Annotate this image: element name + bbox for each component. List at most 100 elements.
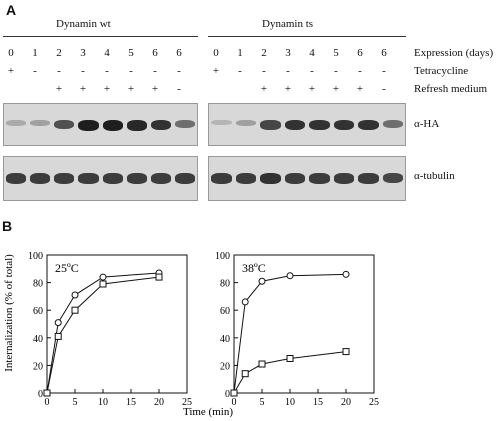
lane-refresh-cell: +	[151, 83, 159, 95]
x-tick-label: 10	[98, 397, 108, 408]
data-point-square	[241, 370, 249, 378]
y-tick-label: 40	[220, 334, 230, 345]
lane-refresh-cell: +	[103, 83, 111, 95]
blot-band	[309, 173, 330, 184]
x-tick-label: 15	[313, 397, 323, 408]
y-tick-label: 0	[225, 389, 230, 400]
lane-refresh-cell: +	[79, 83, 87, 95]
plot-frame	[233, 254, 375, 394]
lane-refresh-cell: +	[284, 83, 292, 95]
blot-band	[6, 119, 27, 126]
data-point-square	[54, 332, 62, 340]
lane-refresh-cell: -	[382, 83, 386, 95]
lane-refresh-cell: +	[260, 83, 268, 95]
data-point-square	[342, 348, 350, 356]
x-tick-label: 0	[45, 397, 50, 408]
blot-band	[54, 173, 75, 184]
lane-days-cell: 6	[357, 47, 363, 59]
lane-tetracycline-cell: +	[212, 65, 220, 77]
chart-temperature-label: 38ºC	[242, 261, 266, 275]
lane-tetracycline-cell: -	[57, 65, 61, 77]
x-tick-label: 25	[369, 397, 379, 408]
blot-band	[102, 173, 123, 184]
data-point-circle	[258, 277, 266, 285]
blot-band	[284, 119, 305, 131]
blot-band	[260, 173, 281, 185]
blot-ts-ha	[208, 103, 406, 146]
y-axis-label: Internalization (% of total)	[3, 254, 15, 372]
blot-label-tubulin: α-tubulin	[414, 170, 455, 182]
series-line-circle	[46, 272, 160, 394]
y-tick-label: 80	[33, 279, 43, 290]
chart-temperature-label: 25ºC	[55, 261, 79, 275]
lane-refresh-cell: +	[55, 83, 63, 95]
lane-days-cell: 2	[261, 47, 267, 59]
y-tick-label: 100	[28, 251, 43, 262]
group-line-ts	[208, 36, 406, 37]
plot-frame	[46, 254, 188, 394]
lane-tetracycline-cell: -	[310, 65, 314, 77]
blot-band	[174, 173, 195, 184]
lane-days-cell: 3	[80, 47, 86, 59]
lane-tetracycline-cell: -	[382, 65, 386, 77]
lane-tetracycline-cell: -	[238, 65, 242, 77]
x-tick-label: 20	[154, 397, 164, 408]
group-title-wt: Dynamin wt	[56, 18, 111, 30]
data-point-square	[286, 355, 294, 362]
lane-days-cell: 4	[104, 47, 110, 59]
blot-ts-tubulin	[208, 156, 406, 201]
x-tick-label: 15	[126, 397, 136, 408]
panel-a-letter: A	[6, 2, 17, 18]
lane-days-cell: 0	[213, 47, 219, 59]
blot-band	[30, 173, 51, 184]
y-tick-label: 60	[33, 306, 43, 317]
lane-days-cell: 2	[56, 47, 62, 59]
data-point-square	[230, 389, 238, 397]
blot-label-ha: α-HA	[414, 118, 440, 130]
lane-tetracycline-cell: -	[33, 65, 37, 77]
blot-band	[358, 173, 379, 184]
blot-band	[54, 119, 75, 130]
series-line-circle	[233, 273, 347, 394]
blot-band	[235, 173, 256, 184]
blot-wt-ha	[3, 103, 198, 146]
group-title-ts: Dynamin ts	[262, 18, 314, 30]
data-point-circle	[99, 273, 107, 281]
lane-days-cell: 1	[237, 47, 243, 59]
blot-band	[260, 119, 281, 130]
lane-tetracycline-cell: -	[177, 65, 181, 77]
lane-tetracycline-cell: -	[81, 65, 85, 77]
data-point-square	[71, 306, 79, 314]
lane-tetracycline-cell: -	[286, 65, 290, 77]
lane-refresh-cell: -	[177, 83, 181, 95]
lane-days-cell: 3	[285, 47, 291, 59]
lane-tetracycline-cell: +	[7, 65, 15, 77]
y-tick-label: 20	[220, 361, 230, 372]
lane-days-cell: 6	[152, 47, 158, 59]
blot-band	[309, 119, 330, 131]
row-label-refresh: Refresh medium	[414, 83, 488, 95]
blot-band	[235, 119, 256, 126]
x-tick-label: 10	[285, 397, 295, 408]
data-point-square	[99, 280, 107, 288]
y-tick-label: 0	[38, 389, 43, 400]
lane-tetracycline-cell: -	[129, 65, 133, 77]
lane-tetracycline-cell: -	[334, 65, 338, 77]
blot-band	[333, 173, 354, 184]
x-tick-label: 25	[182, 397, 192, 408]
row-label-expression: Expression (days)	[414, 47, 494, 59]
lane-refresh-cell: +	[308, 83, 316, 95]
lane-days-cell: 1	[32, 47, 38, 59]
panel-b-charts: 0 20 40 60 80 100 0 5 10 15 20 25 25ºC 0 20 40 60 80 100 0 5…	[3, 251, 379, 418]
blot-band	[150, 173, 171, 184]
x-tick-label: 0	[232, 397, 237, 408]
lane-days-cell: 5	[333, 47, 339, 59]
data-point-circle	[241, 298, 249, 306]
y-tick-label: 60	[220, 306, 230, 317]
x-tick-label: 5	[73, 397, 78, 408]
lane-tetracycline-cell: -	[262, 65, 266, 77]
data-point-square	[43, 389, 51, 397]
lane-refresh-cell: +	[332, 83, 340, 95]
group-line-wt	[3, 36, 198, 37]
blot-band	[126, 119, 147, 131]
